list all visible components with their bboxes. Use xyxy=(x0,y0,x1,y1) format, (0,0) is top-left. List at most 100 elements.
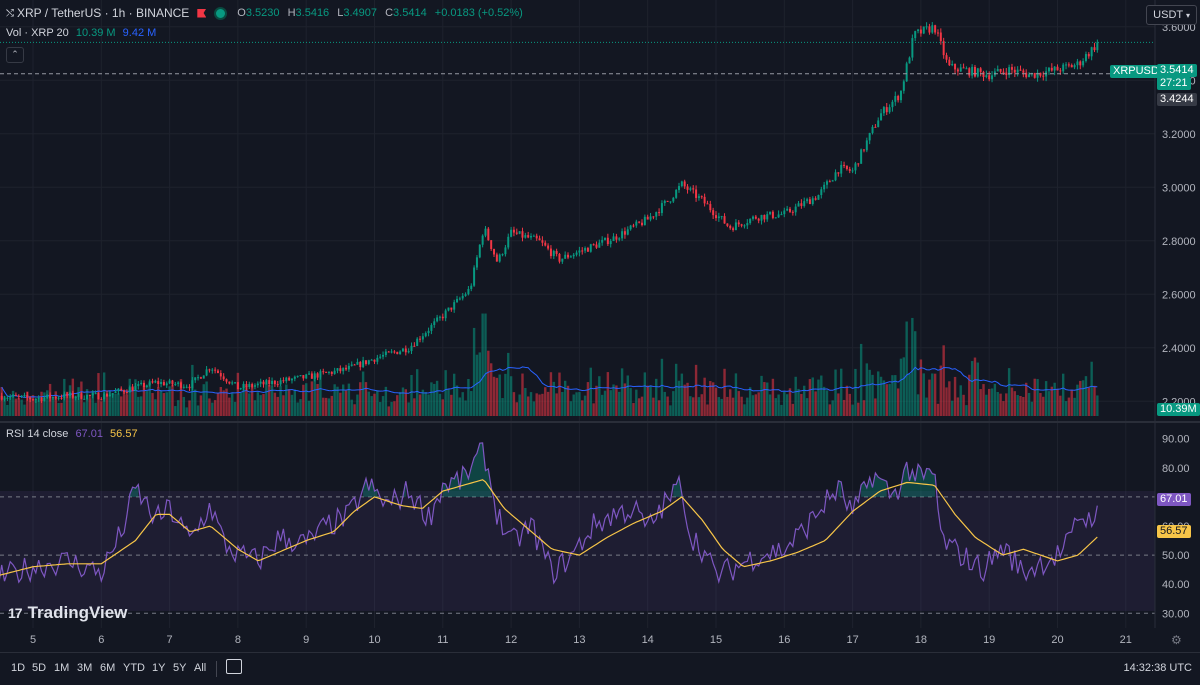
utc-clock[interactable]: 14:32:38 UTC xyxy=(1123,662,1192,674)
candle-body xyxy=(63,393,66,399)
volume-bar xyxy=(154,399,157,416)
time-tick-label: 20 xyxy=(1051,634,1063,646)
candle-body xyxy=(777,214,780,218)
range-ytd[interactable]: YTD xyxy=(123,662,145,674)
volume-bar xyxy=(438,393,442,416)
candle-body xyxy=(683,181,686,187)
range-1d[interactable]: 1D xyxy=(11,662,26,674)
candle-body xyxy=(57,397,60,399)
candle-body xyxy=(305,374,308,379)
volume-bar xyxy=(137,396,140,416)
volume-bar xyxy=(353,404,356,416)
range-5y[interactable]: 5Y xyxy=(173,662,187,674)
candle-body xyxy=(148,381,151,386)
candle-body xyxy=(165,383,168,386)
volume-bar xyxy=(478,352,481,416)
volume-bar xyxy=(145,390,149,416)
candle-body xyxy=(774,217,777,219)
candle-body xyxy=(988,75,991,80)
candle-body xyxy=(239,388,242,390)
symbol-title[interactable]: XRP / TetherUS · 1h · BINANCE xyxy=(17,6,190,20)
candle-body xyxy=(202,375,205,379)
gear-icon[interactable]: ⚙ xyxy=(1171,633,1182,647)
volume-bar xyxy=(1096,395,1099,416)
candle-body xyxy=(897,96,900,101)
volume-bar xyxy=(322,397,325,416)
candle-body xyxy=(285,377,288,382)
candle-body xyxy=(481,235,484,245)
volume-bar xyxy=(982,384,985,416)
volume-bar xyxy=(410,374,413,416)
candle-body xyxy=(845,165,848,170)
volume-bar xyxy=(231,393,234,416)
volume-bar xyxy=(492,376,496,416)
volume-bar xyxy=(498,374,501,416)
candle-body xyxy=(840,164,843,174)
candle-body xyxy=(649,216,652,220)
currency-button[interactable]: USDT ▾ xyxy=(1146,5,1197,25)
volume-bar xyxy=(635,389,638,416)
time-tick-label: 10 xyxy=(368,634,380,646)
volume-bar xyxy=(743,404,746,416)
candle-body xyxy=(641,222,644,226)
range-5d[interactable]: 5D xyxy=(32,662,47,674)
candle-body xyxy=(848,169,851,171)
volume-bar xyxy=(413,398,416,416)
range-1y[interactable]: 1Y xyxy=(152,662,166,674)
candle-body xyxy=(874,126,877,128)
candle-body xyxy=(32,399,34,401)
candle-body xyxy=(706,203,709,205)
flag-icon[interactable] xyxy=(197,8,207,18)
candle-body xyxy=(94,393,97,395)
candle-body xyxy=(379,356,382,358)
candle-body xyxy=(954,64,957,70)
candle-body xyxy=(259,381,262,384)
time-tick-label: 8 xyxy=(235,634,241,646)
range-3m[interactable]: 3M xyxy=(77,662,93,674)
candle-body xyxy=(527,235,530,238)
candle-body xyxy=(689,188,692,190)
candle-body xyxy=(854,163,857,171)
candle-body xyxy=(811,198,814,205)
candle-body xyxy=(83,398,86,400)
volume-bar xyxy=(37,398,40,416)
range-all[interactable]: All xyxy=(194,662,207,674)
candle-body xyxy=(157,381,160,385)
calendar-icon[interactable] xyxy=(226,659,242,674)
volume-bar xyxy=(697,397,701,416)
volume-bar xyxy=(418,394,422,416)
volume-bar xyxy=(865,363,869,416)
pin-icon[interactable]: ⤭ xyxy=(6,7,14,19)
range-6m[interactable]: 6M xyxy=(100,662,116,674)
volume-bar xyxy=(285,384,288,416)
volume-bar xyxy=(65,391,69,416)
volume-bar xyxy=(1050,386,1054,416)
volume-bar xyxy=(68,385,72,416)
candle-body xyxy=(330,371,333,374)
crosshair-price-tag: 3.4244 xyxy=(1157,93,1197,106)
candle-body xyxy=(834,172,837,181)
tradingview-logo[interactable]: 17 TradingView xyxy=(8,603,128,622)
volume-bar xyxy=(330,395,334,416)
candle-body xyxy=(709,204,712,211)
candle-body xyxy=(114,391,117,394)
candle-body xyxy=(168,380,171,384)
volume-bar xyxy=(925,397,928,416)
candle-body xyxy=(888,107,891,113)
candle-body xyxy=(46,394,49,398)
volume-bar xyxy=(612,384,615,416)
volume-bar xyxy=(848,393,851,416)
volume-bar xyxy=(384,386,388,416)
candle-body xyxy=(453,302,456,310)
range-1m[interactable]: 1M xyxy=(54,662,70,674)
volume-bar xyxy=(307,400,311,416)
candle-body xyxy=(1019,69,1022,71)
volume-bar xyxy=(956,397,960,416)
candle-body xyxy=(609,241,612,245)
volume-bar xyxy=(885,384,888,416)
volume-bar xyxy=(151,393,154,416)
volume-bar xyxy=(1093,385,1096,416)
collapse-legend-button[interactable]: ⌃ xyxy=(6,47,24,63)
candle-body xyxy=(643,216,646,226)
chart-canvas[interactable]: 2.20002.40002.60002.80003.00003.20003.40… xyxy=(0,0,1200,652)
